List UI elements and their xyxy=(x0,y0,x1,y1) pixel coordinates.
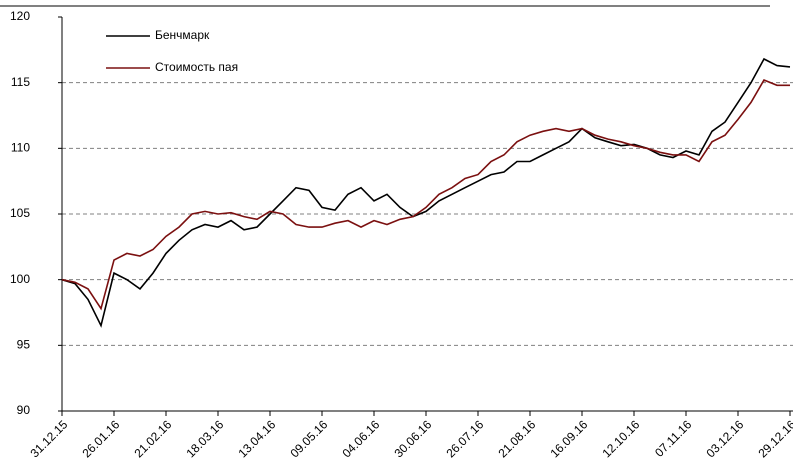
x-tick-label: 12.10.16 xyxy=(599,417,642,460)
y-tick-label: 105 xyxy=(10,206,30,220)
x-tick-label: 18.03.16 xyxy=(183,417,226,460)
series-line xyxy=(61,78,790,311)
x-tick-label: 21.08.16 xyxy=(495,417,538,460)
x-tick-label: 13.04.16 xyxy=(235,417,278,460)
x-tick-label: 04.06.16 xyxy=(339,417,382,460)
series-line xyxy=(61,57,791,328)
y-tick-label: 110 xyxy=(11,141,30,155)
x-tick-label: 29.12.16 xyxy=(755,417,793,460)
x-tick-label: 21.02.16 xyxy=(131,417,174,460)
x-tick-label: 30.06.16 xyxy=(391,417,434,460)
x-tick-label: 26.07.16 xyxy=(443,417,486,460)
y-tick-label: 90 xyxy=(17,403,31,417)
y-tick-label: 95 xyxy=(17,338,31,352)
y-tick-label: 120 xyxy=(10,9,30,23)
x-tick-label: 26.01.16 xyxy=(79,417,122,460)
x-tick-label: 09.05.16 xyxy=(287,417,330,460)
y-tick-label: 115 xyxy=(11,75,30,89)
x-tick-label: 31.12.15 xyxy=(27,417,70,460)
legend-label: Бенчмарк xyxy=(155,28,210,42)
x-tick-label: 16.09.16 xyxy=(547,417,590,460)
legend-label: Стоимость пая xyxy=(155,60,238,74)
x-tick-label: 03.12.16 xyxy=(703,417,746,460)
x-tick-label: 07.11.16 xyxy=(652,417,695,460)
y-tick-label: 100 xyxy=(10,272,30,286)
